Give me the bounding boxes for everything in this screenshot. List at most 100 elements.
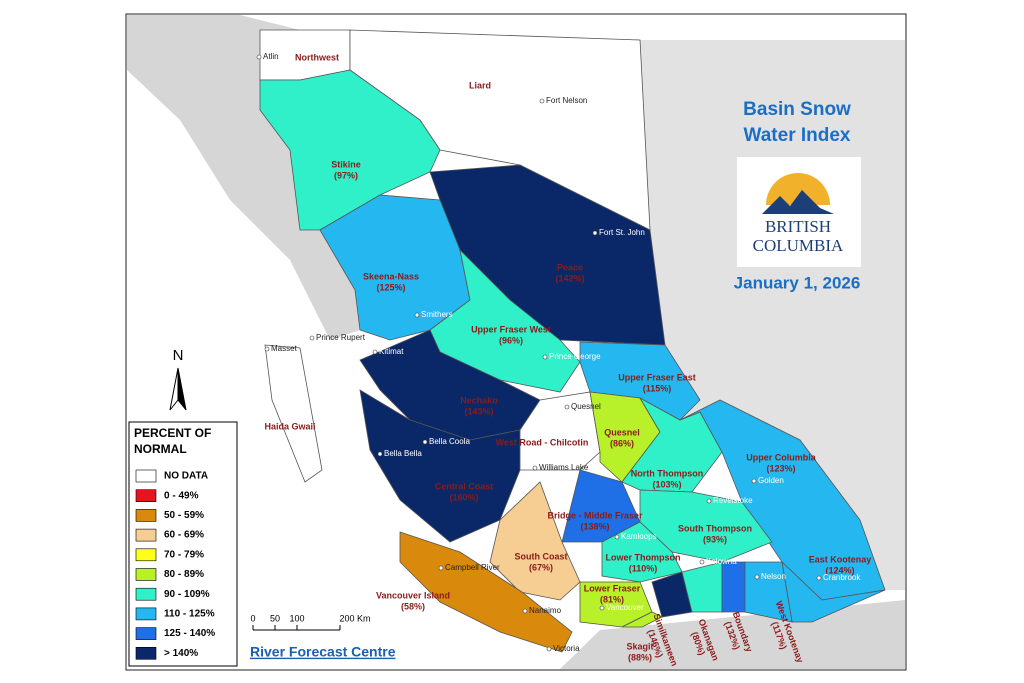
logo-text: COLUMBIA: [753, 236, 844, 255]
scale-label: 0: [250, 613, 255, 623]
legend-label: > 140%: [164, 648, 198, 659]
city-name: Williams Lake: [539, 463, 589, 472]
legend-title: PERCENT OF: [134, 426, 211, 440]
city-name: Nelson: [761, 572, 786, 581]
logo-mountains: [762, 190, 834, 214]
basin-percent: (88%): [628, 652, 652, 662]
date: January 1, 2026: [734, 273, 861, 292]
city-name: Bella Bella: [384, 449, 422, 458]
basin-percent: (160%): [449, 492, 478, 502]
legend-label: 110 - 125%: [164, 609, 215, 620]
city-name: Campbell River: [445, 563, 500, 572]
city-name: Fort St. John: [599, 228, 645, 237]
basin: [399, 531, 573, 653]
basin-name: Upper Fraser West: [471, 324, 551, 334]
basin-name: Skagit: [626, 641, 653, 651]
city-dot: [599, 605, 605, 611]
legend-label: 60 - 69%: [164, 530, 204, 541]
legend-label: 125 - 140%: [164, 628, 215, 639]
basin: [721, 561, 746, 613]
basin-name: West Road - Chilcotin: [496, 437, 589, 447]
basin-name: Vancouver Island: [376, 590, 450, 600]
city-name: Smithers: [421, 310, 453, 319]
basin-percent: (125%): [376, 282, 405, 292]
city-dot: [372, 349, 378, 355]
alaska: [127, 15, 360, 340]
city-name: Fort Nelson: [546, 96, 587, 105]
scale-label: 50: [270, 613, 280, 623]
basin: [621, 611, 663, 628]
basins: [259, 29, 886, 653]
basin-percent: (58%): [401, 601, 425, 611]
basin-percent: (115%): [643, 383, 672, 393]
basin: [429, 248, 581, 393]
city-dot: [699, 559, 705, 565]
basin: [489, 481, 581, 601]
title-line: Basin Snow: [743, 99, 851, 120]
city-dot: [532, 465, 538, 471]
city-name: Cranbrook: [823, 573, 861, 582]
city-name: Bella Coola: [429, 437, 470, 446]
basin-name: Liard: [469, 80, 491, 90]
city-name: Golden: [758, 476, 784, 485]
legend-label: NO DATA: [164, 471, 208, 482]
basin-name: Upper Fraser East: [618, 372, 696, 382]
city-dot: [816, 575, 822, 581]
city-dot: [422, 439, 428, 445]
basin-name: Quesnel: [604, 427, 640, 437]
city-dot: [592, 230, 598, 236]
city-name: Prince Rupert: [316, 333, 366, 342]
city-name: Kelowna: [706, 557, 737, 566]
basin-name: Lower Thompson: [606, 552, 681, 562]
basin-percent: (123%): [766, 463, 795, 473]
city-dot: [754, 574, 760, 580]
basin-percent: (138%): [580, 521, 609, 531]
city-dot: [309, 335, 315, 341]
basin-name: Central Coast: [435, 481, 494, 491]
city-dot: [564, 404, 570, 410]
legend-swatch: [135, 489, 157, 503]
basin-name: Upper Columbia: [746, 452, 816, 462]
basin-name: Peace: [557, 262, 583, 272]
basin-name: Northwest: [295, 52, 339, 62]
legend-swatch: [135, 568, 157, 581]
legend-items: NO DATA 0 - 49% 50 - 59% 60 - 69% 70 - 79% 80…: [135, 469, 215, 660]
basin-percent: (96%): [499, 335, 523, 345]
legend-swatch: [135, 469, 157, 483]
city-name: Prince George: [549, 352, 601, 361]
city-dot: [542, 354, 548, 360]
city-dot: [522, 608, 528, 614]
basin-percent: (143%): [464, 406, 493, 416]
basin-name: North Thompson: [631, 468, 704, 478]
legend-swatch: [135, 509, 157, 522]
basin: [259, 69, 441, 231]
island-name: Haida Gwaii: [264, 421, 315, 431]
city-dot: [751, 478, 757, 484]
city-name: Revelstoke: [713, 496, 753, 505]
basin-percent: (124%): [825, 565, 854, 575]
city-name: Kamloops: [621, 532, 657, 541]
city-dot: [264, 346, 270, 352]
title-line: Water Index: [744, 125, 851, 146]
legend-swatch: [135, 646, 157, 660]
basin-percent: (81%): [600, 594, 624, 604]
basin-name: East Kootenay: [809, 554, 872, 564]
city-name: Masset: [271, 344, 298, 353]
legend-label: 70 - 79%: [164, 549, 204, 560]
basin-percent: (110%): [629, 563, 658, 573]
basin: [359, 389, 521, 543]
basin-name: Bridge - Middle Fraser: [547, 510, 643, 520]
basin-percent: (142%): [555, 273, 584, 283]
legend-swatch: [135, 587, 157, 601]
city-name: Victoria: [553, 644, 580, 653]
basin-percent: (93%): [703, 534, 727, 544]
city-dot: [256, 54, 262, 60]
legend-swatch: [135, 607, 157, 621]
haida-gwaii: [264, 344, 323, 483]
north-arrow: [177, 367, 187, 411]
city-dot: [414, 312, 420, 318]
basin-name: Nechako: [460, 395, 498, 405]
scale-label: 100: [289, 613, 304, 623]
legend-swatch: [135, 548, 157, 562]
